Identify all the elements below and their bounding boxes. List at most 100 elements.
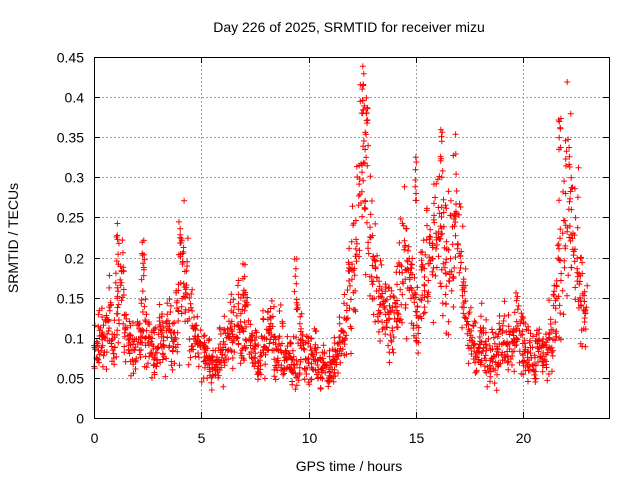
data-point [326,347,333,354]
data-point [364,117,371,123]
data-point [331,366,338,373]
data-point [365,250,372,257]
data-point [360,138,367,144]
data-point [505,312,512,318]
data-point [363,117,370,124]
data-point [146,353,153,360]
data-point [364,104,371,111]
x-tick-label: 0 [91,430,99,446]
data-point [111,361,118,368]
data-point [324,378,331,384]
data-point [140,272,147,279]
data-point [459,223,466,230]
data-point [408,295,414,302]
data-point [566,144,573,151]
data-point [445,318,452,325]
data-point [234,282,241,289]
data-point [467,304,474,311]
data-point [113,258,120,264]
data-point [184,235,191,242]
data-point [556,256,562,263]
data-point [204,345,211,352]
data-point [430,264,437,271]
data-point [452,219,459,226]
data-point [431,219,438,226]
data-point [479,348,486,355]
data-point [472,319,479,326]
data-point [349,276,355,283]
data-point [514,293,521,300]
data-point [452,232,459,239]
data-point [386,302,393,309]
data-point [113,234,120,240]
data-point [175,307,182,314]
data-point [443,256,450,263]
data-point [114,331,120,338]
data-point [408,287,415,294]
data-point [568,206,575,213]
data-point [292,265,299,272]
data-point [413,190,419,197]
data-point [362,198,369,205]
data-point [138,297,145,303]
data-point [243,323,250,330]
data-point [136,325,143,332]
data-point [104,330,111,337]
data-point [99,314,106,320]
data-point [572,246,578,253]
data-point [402,301,409,308]
data-point [298,325,304,332]
data-point [297,336,304,343]
data-point [135,321,142,328]
data-point [227,346,234,353]
data-point [293,280,300,287]
data-point [565,136,572,143]
data-point [519,328,526,335]
data-point [372,265,379,272]
data-point [552,330,559,337]
data-point [465,360,472,367]
data-point [383,296,390,303]
data-point [426,260,433,267]
data-point [252,355,259,362]
data-point [174,329,181,336]
data-point [377,338,384,344]
data-point [127,322,134,329]
data-point [332,373,339,380]
data-point [372,318,379,325]
data-point [439,129,446,136]
data-point [423,207,430,214]
data-point [434,241,440,248]
data-point [488,326,495,333]
data-point [361,204,368,211]
data-point [208,379,215,386]
data-point [250,345,256,352]
data-point [525,348,532,355]
data-point [539,355,546,362]
data-point [505,323,512,330]
data-point [130,361,137,368]
data-point [475,356,482,363]
data-point [284,333,291,340]
data-point [253,334,260,341]
data-point [487,378,493,385]
data-point [560,217,567,224]
data-point [532,368,539,375]
data-point [195,354,202,361]
data-point [348,238,355,245]
data-point [438,138,445,145]
data-point [126,318,133,325]
data-point [422,251,429,258]
data-point [400,222,407,229]
data-point [460,278,467,285]
data-point [478,300,485,307]
data-point [202,360,209,367]
data-point [566,198,573,205]
data-point [563,162,569,169]
data-point [433,245,440,252]
data-point [432,272,439,279]
data-point [394,297,400,304]
data-point [235,340,242,347]
data-point [551,288,558,295]
